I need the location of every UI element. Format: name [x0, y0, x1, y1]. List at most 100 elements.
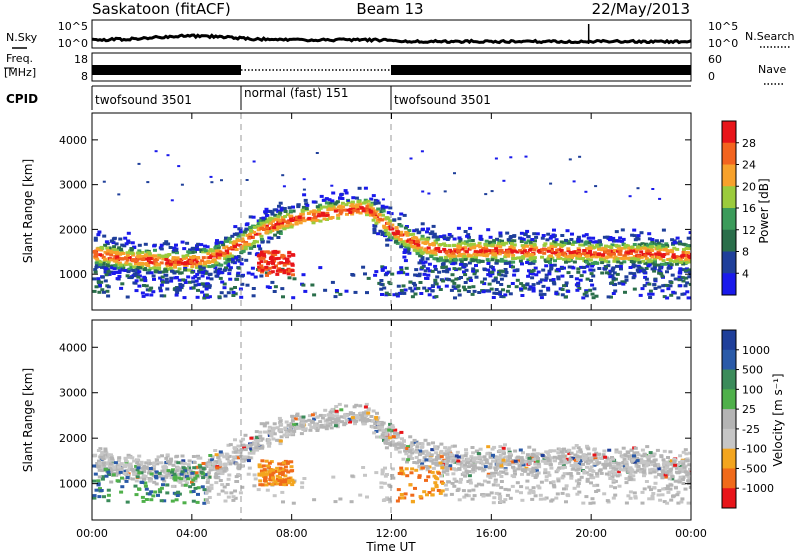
velocity-point: [587, 452, 592, 456]
power-point: [190, 250, 195, 254]
power-point: [339, 209, 344, 213]
power-point: [586, 262, 591, 266]
velocity-point: [447, 449, 452, 453]
velocity-point: [429, 459, 434, 463]
power-point: [589, 272, 594, 276]
power-point: [549, 182, 553, 185]
velocity-point: [595, 472, 599, 476]
velocity-point: [538, 497, 543, 501]
velocity-point: [575, 492, 580, 496]
velocity-point: [144, 498, 149, 501]
velocity-point: [372, 431, 377, 435]
power-point: [427, 293, 432, 297]
power-point: [499, 257, 504, 261]
power-point: [141, 294, 146, 298]
power-point: [226, 264, 231, 268]
power-point: [457, 236, 462, 240]
power-point: [425, 250, 430, 254]
power-point: [422, 286, 427, 290]
power-point: [247, 236, 252, 240]
power-point: [446, 254, 451, 258]
power-point: [649, 259, 654, 263]
velocity-point: [589, 481, 593, 485]
power-point: [134, 274, 139, 278]
velocity-point: [412, 438, 417, 442]
velocity-point: [603, 460, 608, 464]
velocity-point: [220, 452, 224, 456]
power-point: [177, 267, 182, 271]
power-point: [490, 256, 495, 260]
velocity-point: [414, 468, 419, 472]
power-point: [248, 226, 253, 229]
power-point: [403, 259, 408, 263]
power-point: [92, 289, 97, 293]
power-point: [491, 296, 496, 299]
power-point: [260, 266, 265, 270]
velocity-point: [592, 453, 597, 457]
velocity-point: [379, 435, 384, 439]
power-point: [646, 252, 650, 256]
velocity-point: [597, 461, 602, 465]
velocity-scatter: [92, 402, 691, 505]
velocity-point: [597, 452, 601, 456]
velocity-point: [120, 485, 125, 489]
power-point: [191, 280, 196, 284]
velocity-point: [164, 456, 169, 460]
power-point: [675, 259, 679, 263]
power-point: [309, 210, 314, 214]
velocity-point: [374, 415, 379, 419]
velocity-point: [218, 461, 222, 465]
velocity-point: [176, 466, 181, 470]
velocity-point: [664, 475, 669, 479]
velocity-point: [459, 477, 463, 481]
power-point: [673, 277, 678, 281]
power-point: [496, 242, 501, 246]
power-point: [123, 263, 128, 267]
power-point: [436, 237, 441, 241]
power-point: [117, 275, 122, 278]
velocity-point: [179, 472, 184, 476]
power-point: [462, 270, 466, 274]
velocity-point: [648, 471, 653, 475]
velocity-point: [506, 488, 511, 492]
power-point: [126, 231, 131, 235]
power-point: [188, 248, 192, 252]
power-point: [216, 245, 221, 249]
power-point: [165, 261, 170, 265]
power-point: [301, 273, 306, 277]
power-point: [623, 245, 628, 249]
colorbar-swatch: [722, 164, 736, 187]
power-point: [659, 272, 664, 276]
power-point: [273, 285, 278, 289]
velocity-point: [490, 447, 495, 451]
power-point: [298, 221, 303, 225]
power-point: [504, 252, 509, 256]
power-point: [420, 234, 425, 238]
power-point: [262, 255, 267, 259]
velocity-point: [549, 456, 554, 460]
power-point: [420, 266, 425, 270]
power-point: [267, 236, 272, 240]
velocity-point: [193, 476, 198, 480]
velocity-point: [108, 462, 113, 466]
power-point: [137, 270, 142, 274]
power-point: [280, 224, 285, 228]
power-point: [127, 276, 132, 279]
power-point: [472, 289, 477, 293]
power-point: [460, 247, 465, 251]
velocity-point: [166, 459, 170, 463]
power-point: [159, 243, 164, 247]
power-point: [271, 219, 275, 223]
velocity-point: [503, 455, 508, 459]
velocity-point: [242, 455, 247, 459]
power-point: [168, 264, 173, 268]
power-point: [506, 284, 511, 288]
power-point: [482, 253, 487, 257]
power-point: [294, 222, 299, 226]
power-point: [489, 265, 493, 269]
power-point: [653, 287, 658, 290]
power-point: [325, 214, 330, 217]
power-point: [273, 233, 278, 237]
velocity-point: [119, 466, 124, 470]
power-point: [204, 293, 209, 297]
